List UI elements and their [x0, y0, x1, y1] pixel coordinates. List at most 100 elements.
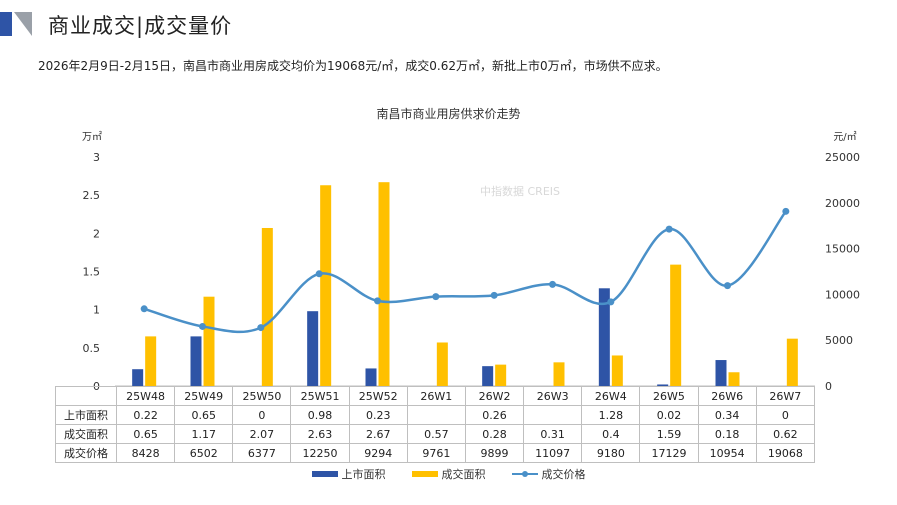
y-tick-right: 20000 — [825, 197, 860, 210]
price-line — [143, 210, 787, 334]
table-cell: 26W3 — [523, 386, 583, 406]
legend-deal: 成交面积 — [411, 466, 486, 482]
table-cell: 0.18 — [697, 424, 757, 444]
bar-supply — [132, 369, 144, 386]
table-cell: 19068 — [755, 443, 816, 463]
bar-supply — [482, 366, 494, 386]
bar-supply — [307, 311, 319, 386]
bar-supply — [190, 336, 202, 386]
bar-supply — [598, 288, 610, 386]
y-tick-right: 10000 — [825, 288, 860, 301]
y-tick-left: 1.5 — [83, 266, 101, 279]
table-row: 成交价格 8428 6502 6377 12250 9294 9761 9899 11097 91… — [55, 443, 816, 463]
row-label — [55, 386, 117, 406]
bar-deal — [145, 336, 157, 386]
price-point — [374, 297, 381, 305]
table-cell: 9899 — [464, 443, 525, 463]
bar-deal — [786, 338, 798, 386]
y-tick-right: 15000 — [825, 243, 860, 256]
data-table: 25W48 25W49 25W50 25W51 25W52 26W1 26W2 26W3 26W… — [55, 386, 816, 463]
table-cell: 26W6 — [697, 386, 757, 406]
table-cell: 2.63 — [290, 424, 350, 444]
table-cell: 17129 — [639, 443, 699, 463]
table-cell: 26W5 — [639, 386, 699, 406]
row-label: 成交面积 — [55, 424, 117, 444]
legend-supply: 上市面积 — [311, 466, 386, 482]
price-point — [549, 280, 556, 288]
price-point — [140, 305, 148, 313]
header-logo-icon — [0, 12, 32, 36]
y-tick-left: 0.5 — [83, 342, 101, 355]
table-cell: 8428 — [115, 443, 176, 463]
legend-label: 上市面积 — [341, 468, 386, 481]
chart-title: 南昌市商业用房供求价走势 — [376, 107, 521, 121]
price-point — [432, 293, 440, 301]
table-cell: 10954 — [697, 443, 757, 463]
bar-supply — [365, 368, 377, 386]
table-cell: 9294 — [348, 443, 408, 463]
y-tick-right: 0 — [825, 380, 832, 393]
y-tick-right: 5000 — [825, 334, 853, 347]
table-cell: 0.57 — [406, 424, 466, 444]
legend: 上市面积 成交面积 成交价格 — [0, 466, 897, 482]
price-point — [607, 298, 615, 306]
bar-deal — [728, 372, 740, 386]
table-cell: 25W49 — [174, 386, 234, 406]
bar-deal — [320, 185, 332, 386]
table-cell: 0.23 — [348, 405, 408, 425]
table-cell: 25W51 — [290, 386, 350, 406]
table-cell: 1.28 — [581, 405, 641, 425]
table-cell: 0.65 — [115, 424, 176, 444]
row-label: 成交价格 — [55, 443, 117, 463]
table-cell — [523, 405, 583, 425]
bar-deal — [611, 355, 623, 386]
y-label-right: 元/㎡ — [833, 131, 856, 143]
table-cell: 0 — [755, 405, 816, 425]
table-cell: 0.65 — [174, 405, 234, 425]
row-label: 上市面积 — [55, 405, 117, 425]
table-cell: 26W2 — [464, 386, 525, 406]
bar-supply — [715, 360, 727, 386]
table-cell: 6377 — [232, 443, 292, 463]
table-cell: 11097 — [523, 443, 583, 463]
summary-text: 2026年2月9日-2月15日，南昌市商业用房成交均价为19068元/㎡，成交0… — [38, 59, 668, 73]
y-tick-left: 1 — [93, 304, 100, 317]
table-cell: 0.62 — [755, 424, 816, 444]
table-cell: 0.28 — [464, 424, 525, 444]
table-header-row: 25W48 25W49 25W50 25W51 25W52 26W1 26W2 26W3 26W… — [55, 386, 816, 406]
legend-label: 成交价格 — [541, 468, 586, 481]
table-cell: 0 — [232, 405, 292, 425]
bar-deal — [495, 364, 507, 386]
table-cell: 1.59 — [639, 424, 699, 444]
legend-price: 成交价格 — [511, 466, 586, 482]
table-cell: 0.34 — [697, 405, 757, 425]
bar-deal — [203, 296, 215, 386]
table-cell: 6502 — [174, 443, 234, 463]
price-point — [782, 207, 790, 215]
table-cell: 9180 — [581, 443, 641, 463]
table-cell: 0.31 — [523, 424, 583, 444]
legend-label: 成交面积 — [441, 468, 486, 481]
table-cell: 26W7 — [755, 386, 816, 406]
price-point — [199, 322, 206, 330]
bar-deal — [378, 182, 390, 386]
bar-deal — [436, 342, 448, 386]
table-cell: 0.98 — [290, 405, 350, 425]
price-point — [257, 324, 265, 332]
bar-deal — [261, 227, 273, 386]
table-cell: 9761 — [406, 443, 466, 463]
watermark: 中指数据 CREIS — [480, 184, 560, 198]
y-tick-left: 2 — [93, 227, 100, 240]
table-cell: 26W4 — [581, 386, 641, 406]
table-cell: 0.26 — [464, 405, 525, 425]
table-row: 成交面积 0.65 1.17 2.07 2.63 2.67 0.57 0.28 0.31 0.4 1… — [55, 424, 816, 444]
table-cell: 2.07 — [232, 424, 292, 444]
table-cell: 25W52 — [348, 386, 408, 406]
table-row: 上市面积 0.22 0.65 0 0.98 0.23 0.26 1.28 0.02 0.34 0 — [55, 405, 816, 425]
bar-deal — [670, 264, 682, 386]
table-cell: 25W50 — [232, 386, 292, 406]
table-cell: 0.4 — [581, 424, 641, 444]
bar-supply — [657, 384, 669, 386]
y-label-left: 万㎡ — [82, 131, 102, 143]
